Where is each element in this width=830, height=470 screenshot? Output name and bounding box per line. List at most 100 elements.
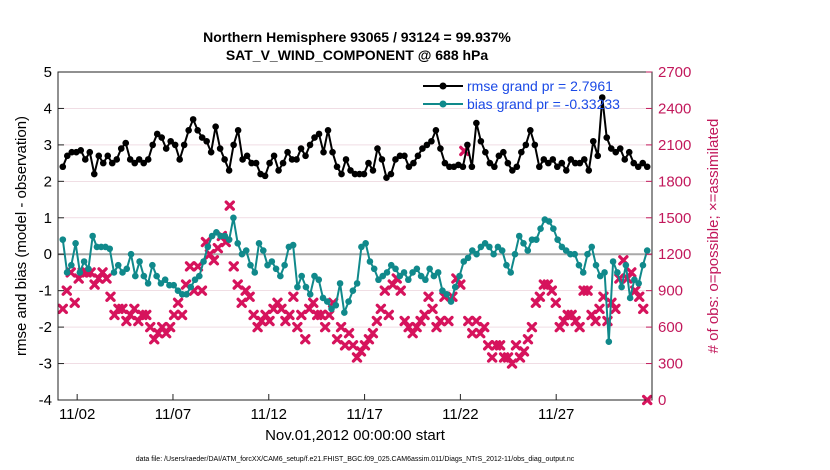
data-point	[230, 214, 237, 222]
data-point	[183, 291, 190, 298]
data-point	[605, 338, 613, 345]
obs-marker	[379, 285, 391, 296]
data-point	[531, 141, 539, 149]
data-point	[443, 291, 451, 298]
obs-marker	[196, 285, 208, 296]
data-point	[607, 145, 615, 152]
data-point	[216, 145, 224, 152]
data-point	[434, 269, 442, 276]
data-point	[401, 152, 408, 160]
obs-marker	[526, 321, 538, 333]
data-point	[171, 141, 179, 149]
data-point	[383, 269, 391, 276]
data-point	[306, 141, 314, 149]
data-point	[302, 283, 310, 291]
data-point	[545, 159, 552, 167]
y-axis-label: rmse and bias (model - observation)	[13, 116, 30, 356]
x-axis-label: Nov.01,2012 00:00:00 start	[265, 427, 446, 444]
data-point	[345, 298, 352, 305]
data-point	[612, 148, 620, 156]
data-point	[144, 156, 152, 163]
data-point	[106, 245, 114, 253]
obs-marker	[610, 303, 621, 315]
data-point	[473, 119, 480, 127]
data-point	[247, 261, 254, 269]
data-point	[225, 236, 233, 243]
y-tick-label: 2	[44, 173, 52, 190]
data-point	[540, 156, 548, 163]
obs-marker	[419, 309, 430, 321]
obs-marker	[506, 358, 518, 369]
data-point	[562, 167, 570, 174]
data-point	[513, 163, 521, 171]
data-point	[341, 309, 348, 316]
legend-marker-bias	[439, 100, 447, 108]
obs-marker	[550, 297, 561, 309]
data-point	[144, 280, 152, 287]
obs-marker	[236, 297, 247, 309]
x-tick-label: 11/12	[251, 406, 287, 423]
data-point	[242, 247, 250, 254]
data-point	[621, 156, 629, 163]
data-point	[289, 241, 297, 249]
x-tick-label: 11/07	[155, 406, 191, 423]
obs-marker	[423, 291, 434, 302]
data-point	[306, 291, 314, 298]
data-point	[198, 134, 206, 141]
data-point	[59, 236, 67, 243]
data-point	[511, 250, 519, 258]
obs-marker	[232, 279, 243, 290]
data-point	[625, 148, 633, 156]
data-point	[643, 163, 651, 171]
data-point	[297, 145, 305, 152]
data-point	[486, 159, 494, 167]
obs-marker	[367, 327, 379, 339]
data-point	[320, 148, 327, 156]
data-point	[616, 145, 624, 152]
data-point	[575, 261, 583, 269]
y-tick-label: 0	[44, 246, 52, 263]
data-point	[63, 269, 71, 276]
data-point	[374, 145, 381, 152]
obs-marker	[486, 352, 498, 363]
obs-marker	[168, 309, 180, 321]
data-point	[441, 159, 449, 167]
axis-ticks: -4 -3 -2 -1 0 1 2 3 4 5 0 300 600 900 1200 1500 1800 2100…	[39, 64, 692, 423]
data-point	[580, 156, 588, 163]
data-point	[342, 156, 350, 163]
data-point	[426, 265, 433, 273]
legend-label-bias: bias grand pr = -0.33233	[467, 96, 620, 112]
data-point	[140, 272, 148, 280]
data-point	[451, 283, 459, 291]
data-point	[110, 269, 118, 276]
obs-marker	[145, 321, 156, 333]
data-point	[392, 265, 399, 273]
data-point	[437, 145, 444, 152]
obs-marker	[343, 327, 355, 339]
y-tick-label: -1	[39, 283, 52, 300]
obs-marker	[331, 334, 343, 345]
data-point	[158, 134, 165, 141]
y2-tick-label: 300	[658, 356, 683, 373]
obs-marker	[626, 267, 637, 278]
data-point	[630, 159, 638, 167]
data-point	[86, 148, 94, 156]
chart-title: Northern Hemisphere 93065 / 93124 = 99.9…	[203, 29, 511, 45]
data-point	[353, 280, 361, 287]
data-point	[135, 156, 143, 163]
data-point	[281, 261, 288, 269]
data-point	[230, 141, 237, 149]
data-point	[80, 258, 88, 265]
data-point	[576, 159, 584, 167]
data-point	[189, 116, 197, 123]
data-point	[113, 156, 121, 163]
data-point	[639, 159, 647, 167]
obs-marker	[590, 315, 601, 327]
obs-marker	[228, 261, 239, 272]
data-point	[324, 127, 332, 134]
data-point	[598, 94, 606, 101]
data-point	[153, 272, 160, 280]
data-point	[387, 170, 395, 178]
y2-axis-label: # of obs: o=possible; ×=assimilated	[705, 119, 722, 354]
data-point	[255, 239, 263, 247]
